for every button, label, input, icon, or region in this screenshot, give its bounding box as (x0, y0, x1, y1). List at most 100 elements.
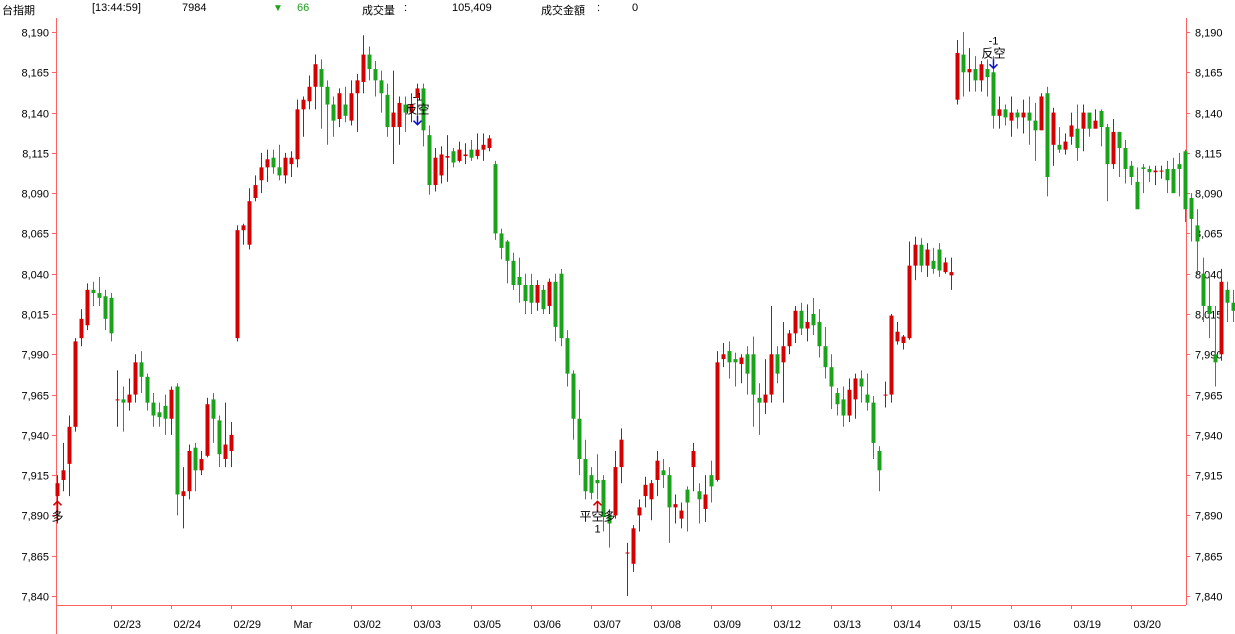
candle-body (361, 54, 366, 82)
y-tick-label-left: 8,090 (21, 189, 49, 201)
candle-body (133, 362, 138, 395)
candle-body (859, 378, 864, 387)
y-tick-label-left: 7,990 (21, 350, 49, 362)
candle (829, 354, 834, 410)
y-tick-label-right: 7,940 (1195, 431, 1223, 443)
candle (181, 467, 186, 529)
chart-axes: 8,190 8,190 8,165 8,165 8,140 8,140 8,115 8,115… (21, 18, 1223, 634)
candle (1111, 119, 1116, 169)
candle (649, 479, 654, 521)
candle (1117, 131, 1122, 178)
candle-body (919, 244, 924, 266)
candle-body (865, 394, 870, 403)
candle (685, 486, 690, 532)
candle (961, 32, 966, 97)
candle-body (1195, 225, 1200, 242)
candle (307, 75, 312, 110)
candle (151, 392, 156, 427)
y-tick-label-right: 8,040 (1195, 270, 1223, 282)
candle (1051, 107, 1056, 166)
y-tick-label-right: 8,065 (1195, 229, 1223, 241)
candle (253, 175, 258, 202)
candle-body (85, 289, 90, 326)
candle-body (763, 394, 768, 403)
candle-series (55, 32, 1235, 596)
candle-body (829, 367, 834, 387)
candle (793, 305, 798, 344)
candle (1093, 109, 1098, 129)
candle-body (79, 318, 84, 339)
candle (415, 83, 420, 116)
candle-body (157, 412, 162, 418)
candle-body (145, 376, 150, 403)
candle (841, 386, 846, 427)
candle (823, 326, 828, 379)
candle (1069, 112, 1074, 145)
candle (1165, 160, 1170, 194)
candle-body (487, 138, 492, 149)
candle (709, 460, 714, 503)
candle-body (1057, 144, 1062, 150)
candle-body (355, 80, 360, 94)
candle-body (109, 297, 114, 334)
candle (637, 499, 642, 532)
candle-body (943, 262, 948, 273)
amount-separator: : (597, 2, 601, 14)
candle (487, 135, 492, 152)
candle (475, 133, 480, 160)
candle (1015, 109, 1020, 129)
candle-body (283, 157, 288, 176)
candle-body (139, 362, 144, 377)
candle-body (451, 151, 456, 163)
candle (901, 334, 906, 350)
candle-body (73, 341, 78, 427)
candle-body (505, 241, 510, 261)
x-tick-label: 03/16 (1014, 619, 1042, 631)
candle-body (121, 399, 126, 403)
candle-body (967, 69, 972, 73)
x-tick-label: 03/06 (534, 619, 562, 631)
candle (193, 442, 198, 492)
candle-body (955, 52, 960, 100)
candle-body (547, 281, 552, 306)
candle (121, 386, 126, 432)
y-tick-label-right: 7,890 (1195, 511, 1223, 523)
candle (337, 88, 342, 128)
candle (97, 276, 102, 306)
candle-body (1009, 112, 1014, 121)
candle (157, 402, 162, 427)
candle (397, 96, 402, 145)
candle-body (421, 88, 426, 131)
candle-body (193, 447, 198, 471)
y-tick-label-left: 8,115 (22, 149, 49, 161)
candle (499, 228, 504, 260)
candle-body (793, 310, 798, 334)
buy-signal: 多 (51, 500, 64, 523)
candle-body (1225, 289, 1230, 303)
candle-body (409, 104, 414, 113)
candle (553, 273, 558, 342)
candle (427, 125, 432, 195)
candle-body (619, 439, 624, 468)
candle-body (175, 386, 180, 495)
candle (439, 146, 444, 184)
candle (535, 280, 540, 311)
x-tick-label: 02/23 (114, 619, 142, 631)
y-tick-label-right: 8,090 (1195, 189, 1223, 201)
candle (463, 143, 468, 165)
candle (313, 54, 318, 110)
candle (1213, 305, 1218, 387)
sell-signal: 反空-1 (981, 35, 1006, 70)
candle-body (259, 167, 264, 181)
candle (175, 383, 180, 516)
candle (511, 252, 516, 290)
candle-body (301, 99, 306, 110)
candle (139, 351, 144, 393)
candle-body (973, 69, 978, 81)
candle-body (529, 284, 534, 303)
candle (817, 309, 822, 358)
down-arrow-icon (412, 120, 423, 126)
candle (127, 378, 132, 411)
candle (481, 133, 486, 161)
candle-body (235, 230, 240, 339)
